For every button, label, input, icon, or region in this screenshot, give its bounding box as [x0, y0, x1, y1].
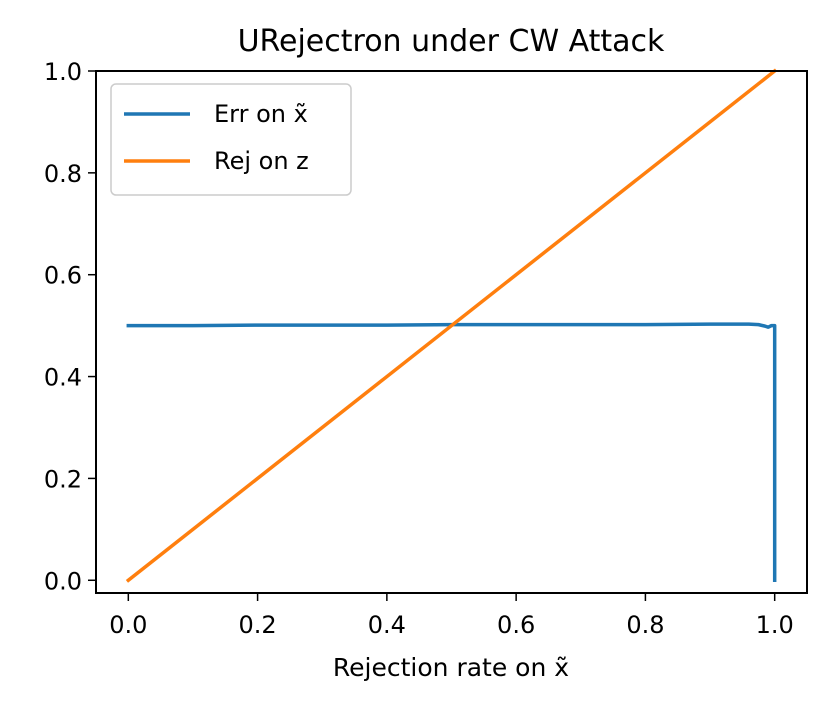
- y-tick-label: 0.4: [44, 364, 82, 392]
- x-axis: 0.0 0.2 0.4 0.6 0.8 1.0: [109, 593, 794, 639]
- x-tick-label: 0.8: [626, 611, 664, 639]
- chart-title: URejectron under CW Attack: [238, 24, 665, 59]
- legend-label-rej: Rej on z: [214, 147, 309, 175]
- x-tick-label: 0.4: [368, 611, 406, 639]
- series-line-1: [125, 68, 778, 583]
- x-axis-title: Rejection rate on x̃: [333, 653, 569, 682]
- y-tick-label: 1.0: [44, 58, 82, 86]
- y-tick-label: 0.2: [44, 465, 82, 493]
- legend-label-err: Err on x̃: [214, 100, 308, 128]
- series-line-0: [126, 322, 777, 583]
- legend: Err on x̃ Rej on z: [110, 83, 352, 196]
- y-tick-label: 0.8: [44, 160, 82, 188]
- y-tick-label: 0.0: [44, 567, 82, 595]
- y-axis: 0.0 0.2 0.4 0.6 0.8 1.0: [44, 58, 96, 595]
- plot-frame: [95, 70, 808, 594]
- y-tick-label: 0.6: [44, 262, 82, 290]
- x-tick-label: 0.0: [109, 611, 147, 639]
- plot-area: [125, 68, 778, 583]
- legend-box: [110, 83, 352, 196]
- x-tick-label: 0.2: [239, 611, 277, 639]
- x-tick-label: 0.6: [497, 611, 535, 639]
- x-tick-label: 1.0: [756, 611, 794, 639]
